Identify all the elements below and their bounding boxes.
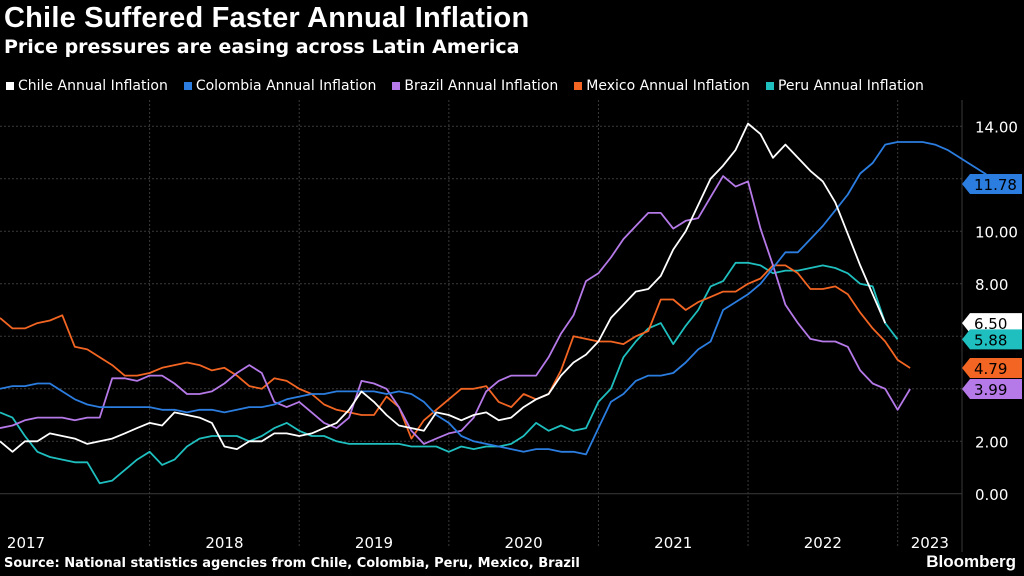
legend-label-brazil: Brazil Annual Inflation xyxy=(404,78,559,94)
y-tick-label: 0.00 xyxy=(975,486,1008,504)
end-label-tag-mexico xyxy=(962,358,1022,379)
legend-item-peru: Peru Annual Inflation xyxy=(765,78,924,94)
end-label-tag-colombia xyxy=(962,174,1022,194)
end-label-tag-brazil xyxy=(962,379,1022,400)
x-tick-label: 2021 xyxy=(654,534,692,552)
legend-label-chile: Chile Annual Inflation xyxy=(18,78,168,94)
legend-item-brazil: Brazil Annual Inflation xyxy=(392,78,558,94)
end-label-value-peru: 5.88 xyxy=(974,331,1007,349)
legend-item-colombia: Colombia Annual Inflation xyxy=(183,78,377,94)
end-label-value-mexico: 4.79 xyxy=(974,360,1007,378)
legend-swatch-peru xyxy=(765,82,774,90)
legend-label-peru: Peru Annual Inflation xyxy=(777,78,924,94)
x-tick-label: 2017 xyxy=(7,534,45,552)
bloomberg-logo: Bloomberg xyxy=(926,552,1016,571)
end-label-value-chile: 6.50 xyxy=(974,315,1007,333)
series-line-brazil xyxy=(0,175,911,445)
series-line-mexico xyxy=(0,264,911,440)
chart-title: Chile Suffered Faster Annual Inflation xyxy=(4,2,530,34)
legend-item-mexico: Mexico Annual Inflation xyxy=(574,78,750,94)
x-tick-label: 2019 xyxy=(355,534,393,552)
legend-swatch-brazil xyxy=(392,82,401,90)
series-line-chile xyxy=(0,122,887,453)
chart-subtitle: Price pressures are easing across Latin … xyxy=(4,36,520,58)
chart-legend: Chile Annual Inflation Colombia Annual I… xyxy=(6,78,924,94)
source-note: Source: National statistics agencies fro… xyxy=(4,556,580,571)
x-tick-label: 2020 xyxy=(505,534,543,552)
legend-label-mexico: Mexico Annual Inflation xyxy=(586,78,750,94)
x-tick-label: 2023 xyxy=(911,534,949,552)
series-line-colombia xyxy=(0,141,1010,456)
series-line-peru xyxy=(0,261,899,485)
legend-swatch-mexico xyxy=(574,82,583,90)
y-tick-label: 10.00 xyxy=(975,223,1018,241)
y-tick-label: 14.00 xyxy=(975,118,1018,136)
y-tick-label: 2.00 xyxy=(975,433,1008,451)
end-label-tag-chile xyxy=(962,313,1022,334)
legend-swatch-colombia xyxy=(183,82,192,90)
x-tick-label: 2018 xyxy=(205,534,243,552)
end-label-value-brazil: 3.99 xyxy=(974,381,1007,399)
legend-label-colombia: Colombia Annual Inflation xyxy=(195,78,377,94)
y-tick-label: 8.00 xyxy=(975,276,1008,294)
end-label-value-colombia: 11.78 xyxy=(974,176,1017,194)
x-tick-label: 2022 xyxy=(804,534,842,552)
end-label-tag-peru xyxy=(962,329,1022,350)
legend-swatch-chile xyxy=(6,82,14,90)
legend-item-chile: Chile Annual Inflation xyxy=(6,78,168,94)
